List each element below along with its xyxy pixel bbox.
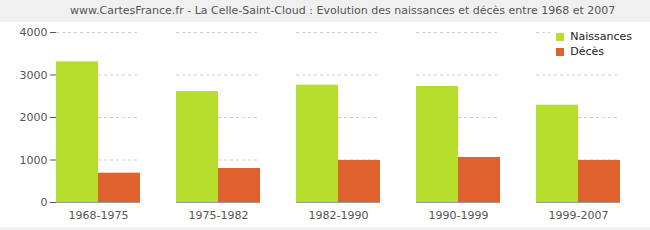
svg-text:1000: 1000 [20, 154, 48, 167]
html-text:www.CartesFrance.fr - La Celle: www.CartesFrance.fr - La Celle-Saint-Clo… [70, 4, 616, 17]
svg-text:3000: 3000 [20, 69, 48, 82]
svg-text:4000: 4000 [20, 26, 48, 39]
svg-text:1999-2007: 1999-2007 [549, 209, 609, 222]
svg-text:0: 0 [41, 196, 48, 209]
html-text:Décès: Décès [570, 45, 604, 58]
svg-text:1968-1975: 1968-1975 [69, 209, 129, 222]
svg-text:2000: 2000 [20, 111, 48, 124]
html-text:Naissances: Naissances [570, 30, 632, 43]
svg-text:1990-1999: 1990-1999 [429, 209, 489, 222]
svg-text:1982-1990: 1982-1990 [309, 209, 369, 222]
svg-text:1975-1982: 1975-1982 [189, 209, 249, 222]
